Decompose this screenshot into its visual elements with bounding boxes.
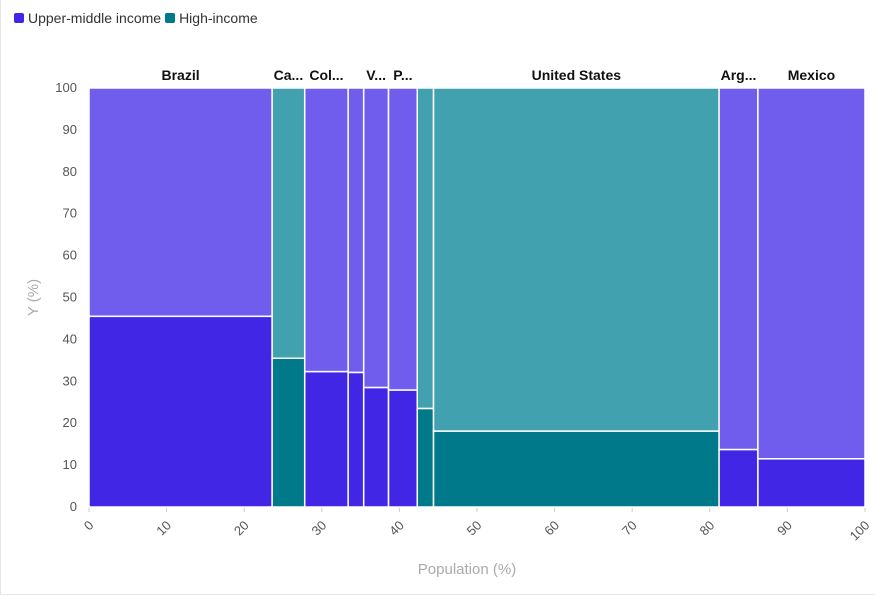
y-tick-label: 40 (63, 331, 77, 346)
legend-swatch (165, 13, 176, 23)
y-tick-label: 90 (63, 122, 77, 137)
x-tick-label: 70 (619, 518, 640, 539)
bar-label: Ca... (274, 67, 304, 83)
mosaic-bar-upper (271, 87, 306, 360)
x-tick-label: 0 (81, 518, 97, 534)
mosaic-bar-upper (718, 87, 759, 451)
y-tick-label: 20 (63, 415, 77, 430)
mosaic-bar-lower (362, 386, 390, 508)
y-tick-label: 0 (70, 499, 77, 514)
mosaic-bar-lower (271, 357, 306, 508)
x-tick-label: 40 (386, 518, 407, 539)
legend-item-high[interactable]: High-income (165, 10, 258, 26)
mosaic-bar-upper (387, 87, 418, 391)
mosaic-bar-lower (303, 370, 349, 508)
y-tick-label: 70 (63, 206, 77, 221)
bar-label: Brazil (162, 67, 200, 83)
legend-swatch (14, 13, 24, 23)
mosaic-bar-lower (416, 407, 435, 508)
bar-label: Mexico (788, 67, 835, 83)
x-tick-label: 10 (153, 518, 174, 539)
legend: Upper-middle income High-income (14, 10, 262, 26)
mosaic-bar-lower (432, 430, 720, 508)
y-tick-label: 50 (63, 290, 77, 305)
y-tick-label: 30 (63, 373, 77, 388)
mosaic-bar-lower (718, 448, 759, 508)
x-tick-label: 50 (464, 518, 485, 539)
mosaic-bar-upper (347, 87, 365, 374)
mosaic-bar-upper (303, 87, 349, 373)
legend-item-upper-middle[interactable]: Upper-middle income (14, 10, 161, 26)
legend-label: Upper-middle income (28, 10, 162, 26)
bar-label: Arg... (721, 67, 757, 83)
bar-label: V... (366, 67, 386, 83)
x-tick-label: 60 (541, 518, 562, 539)
y-tick-label: 100 (55, 80, 77, 95)
x-axis-title: Population (%) (418, 561, 516, 578)
x-tick-label: 80 (696, 518, 717, 539)
bar-label: United States (532, 67, 622, 83)
mosaic-bar-lower (387, 389, 418, 508)
x-tick-label: 20 (231, 518, 252, 539)
mosaic-bar-upper (362, 87, 390, 389)
y-tick-label: 80 (63, 164, 77, 179)
x-tick-label: 90 (774, 518, 795, 539)
y-axis-title: Y (%) (25, 279, 42, 316)
x-tick-label: 100 (847, 518, 873, 544)
bar-label: Col... (309, 67, 343, 83)
mosaic-bar-upper (757, 87, 866, 460)
mosaic-bar-upper (88, 87, 273, 318)
bar-label: P... (393, 67, 412, 83)
mosaic-bar-lower (757, 458, 866, 508)
mosaic-bar-upper (432, 87, 720, 432)
mosaic-bar-lower (88, 315, 273, 508)
y-tick-label: 60 (63, 248, 77, 263)
mosaic-bar-lower (347, 371, 365, 508)
y-tick-label: 10 (63, 457, 77, 472)
mosaic-bar-upper (416, 87, 435, 410)
legend-label: High-income (179, 10, 258, 26)
x-tick-label: 30 (308, 518, 329, 539)
